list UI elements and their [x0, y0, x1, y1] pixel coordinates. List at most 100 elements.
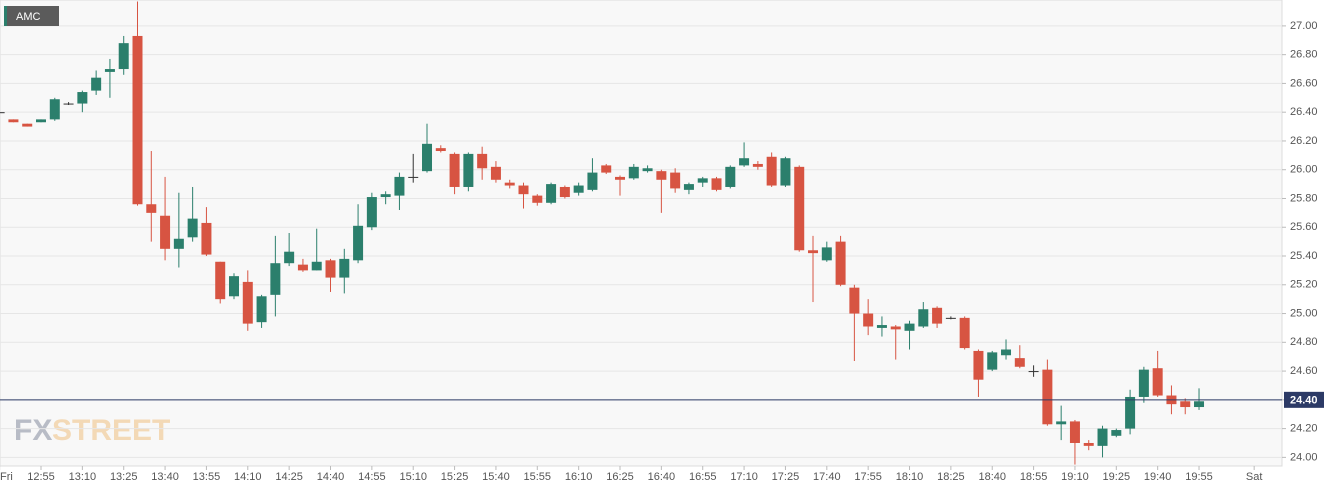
- candle-body: [408, 176, 419, 178]
- candle-body: [973, 350, 984, 380]
- x-tick-label: 18:55: [1020, 471, 1048, 483]
- candle-body: [1194, 401, 1205, 408]
- y-tick-label: 24.60: [1290, 365, 1318, 377]
- candle-body: [835, 241, 846, 285]
- candle-body: [463, 153, 474, 187]
- candle-body: [187, 218, 198, 238]
- x-tick-label: 13:10: [69, 471, 97, 483]
- candle-body: [697, 178, 708, 183]
- candle-body: [1042, 369, 1053, 425]
- x-tick-label: 12:55: [27, 471, 55, 483]
- candle-body: [808, 250, 819, 254]
- candle-body: [532, 195, 543, 203]
- candle-body: [863, 313, 874, 327]
- last-price-label: 24.40: [1290, 395, 1318, 407]
- candle-body: [725, 166, 736, 187]
- y-tick-label: 25.60: [1290, 221, 1318, 233]
- x-tick-label: 17:55: [854, 471, 882, 483]
- candle-body: [1180, 401, 1191, 408]
- candle-body: [559, 186, 570, 198]
- x-tick-label: 18:40: [978, 471, 1006, 483]
- x-tick-label: 19:25: [1103, 471, 1131, 483]
- candle-body: [0, 112, 5, 114]
- y-tick-label: 25.40: [1290, 250, 1318, 262]
- candle-body: [711, 178, 722, 190]
- candle-body: [821, 247, 832, 261]
- x-tick-label: Fri: [0, 471, 13, 483]
- y-tick-label: 25.00: [1290, 307, 1318, 319]
- candle-body: [739, 158, 750, 166]
- candle-body: [435, 148, 446, 152]
- candle-body: [932, 307, 943, 324]
- y-tick-label: 26.40: [1290, 106, 1318, 118]
- x-tick-label: 15:55: [524, 471, 552, 483]
- candle-body: [77, 92, 88, 104]
- y-tick-label: 24.20: [1290, 423, 1318, 435]
- candle-body: [477, 153, 488, 169]
- x-tick-label: 14:25: [275, 471, 303, 483]
- x-tick-label: 14:10: [234, 471, 262, 483]
- last-price-box: [1284, 391, 1324, 408]
- x-tick-label: 17:40: [813, 471, 841, 483]
- x-tick-label: 19:40: [1144, 471, 1172, 483]
- candle-body: [22, 123, 33, 127]
- candle-body: [1069, 421, 1080, 443]
- candle-body: [1111, 430, 1122, 436]
- x-tick-label: 18:10: [896, 471, 924, 483]
- y-tick-label: 27.00: [1290, 20, 1318, 32]
- x-tick-label: 16:55: [689, 471, 717, 483]
- candle-body: [91, 77, 102, 91]
- candle-body: [366, 197, 377, 228]
- candle-body: [518, 185, 529, 195]
- candle-body: [670, 172, 681, 189]
- candle-body: [1001, 349, 1012, 356]
- y-tick-label: 24.00: [1290, 451, 1318, 463]
- candle-body: [1028, 371, 1039, 373]
- candle-body: [1014, 358, 1025, 367]
- x-tick-label: 14:40: [317, 471, 345, 483]
- candle-body: [118, 43, 129, 70]
- y-tick-label: 26.20: [1290, 135, 1318, 147]
- candle-body: [339, 258, 350, 278]
- x-tick-label: 19:55: [1185, 471, 1213, 483]
- candle-body: [146, 204, 157, 213]
- y-tick-label: 26.60: [1290, 77, 1318, 89]
- plot-area: [0, 0, 1283, 467]
- candle-body: [615, 176, 626, 180]
- candle-body: [449, 153, 460, 187]
- candle-body: [504, 182, 515, 186]
- candle-body: [490, 166, 501, 180]
- candle-body: [229, 276, 240, 297]
- candle-body: [628, 166, 639, 179]
- candle-body: [1083, 442, 1094, 446]
- candle-body: [959, 317, 970, 349]
- candle-body: [656, 171, 667, 180]
- candle-body: [987, 352, 998, 370]
- candle-body: [876, 325, 887, 328]
- candle-body: [1097, 428, 1108, 446]
- candle-body: [546, 184, 557, 203]
- x-tick-label: 18:25: [937, 471, 965, 483]
- legend-box: [4, 6, 59, 26]
- candle-body: [780, 158, 791, 186]
- y-tick-label: 25.20: [1290, 279, 1318, 291]
- x-tick-label: 13:40: [151, 471, 179, 483]
- x-tick-label: 15:10: [399, 471, 427, 483]
- x-tick-label: 15:25: [441, 471, 469, 483]
- candle-body: [215, 261, 226, 300]
- legend-swatch: [4, 6, 7, 26]
- candle-body: [353, 225, 364, 261]
- x-tick-label: 16:40: [648, 471, 676, 483]
- candle-body: [394, 176, 405, 196]
- candle-body: [794, 166, 805, 251]
- candle-body: [284, 251, 295, 264]
- x-tick-label: 17:10: [730, 471, 758, 483]
- candle-body: [35, 119, 46, 123]
- y-tick-label: 26.00: [1290, 164, 1318, 176]
- candle-body: [422, 143, 433, 172]
- candle-body: [849, 287, 860, 314]
- x-tick-label: 16:25: [606, 471, 634, 483]
- x-tick-label: 15:40: [482, 471, 510, 483]
- x-tick-label: 17:25: [772, 471, 800, 483]
